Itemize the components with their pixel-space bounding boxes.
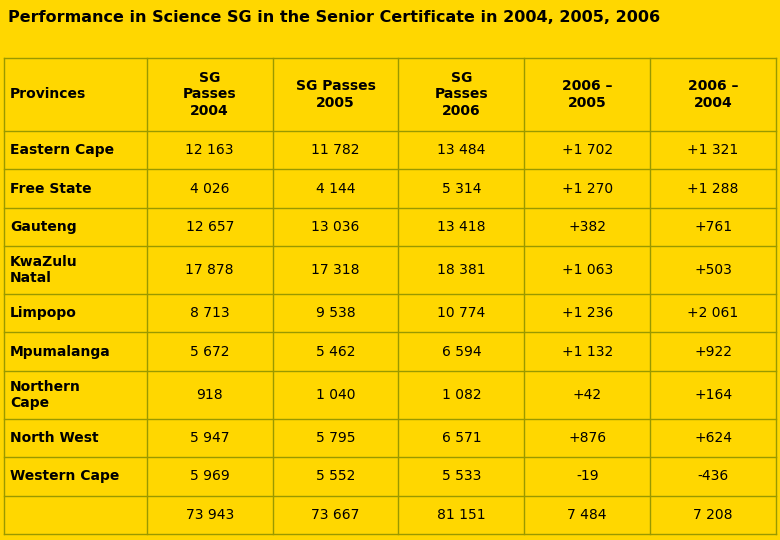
Text: Limpopo: Limpopo [10, 306, 77, 320]
Text: 1 040: 1 040 [316, 388, 356, 402]
Text: 17 318: 17 318 [311, 263, 360, 277]
Text: 5 969: 5 969 [190, 469, 229, 483]
Text: 9 538: 9 538 [316, 306, 356, 320]
Text: 8 713: 8 713 [190, 306, 229, 320]
Text: 73 667: 73 667 [311, 508, 360, 522]
Text: 73 943: 73 943 [186, 508, 234, 522]
Text: +1 063: +1 063 [562, 263, 613, 277]
Text: +503: +503 [694, 263, 732, 277]
Text: 2006 –
2004: 2006 – 2004 [688, 79, 739, 110]
Text: +922: +922 [694, 345, 732, 359]
Text: 5 947: 5 947 [190, 431, 229, 445]
Text: +42: +42 [573, 388, 602, 402]
Text: +761: +761 [694, 220, 732, 234]
Text: 11 782: 11 782 [311, 143, 360, 157]
Text: SG
Passes
2006: SG Passes 2006 [434, 71, 488, 118]
Text: 13 484: 13 484 [438, 143, 486, 157]
Text: Northern
Cape: Northern Cape [10, 380, 81, 410]
Text: 13 418: 13 418 [437, 220, 486, 234]
Text: +1 288: +1 288 [687, 181, 739, 195]
Text: 7 208: 7 208 [693, 508, 733, 522]
Text: 918: 918 [197, 388, 223, 402]
Text: SG
Passes
2004: SG Passes 2004 [183, 71, 236, 118]
Text: 1 082: 1 082 [441, 388, 481, 402]
Text: 12 163: 12 163 [186, 143, 234, 157]
Text: 7 484: 7 484 [568, 508, 607, 522]
Text: Mpumalanga: Mpumalanga [10, 345, 111, 359]
Text: Western Cape: Western Cape [10, 469, 119, 483]
Text: 5 552: 5 552 [316, 469, 355, 483]
Text: +164: +164 [694, 388, 732, 402]
Text: 5 533: 5 533 [441, 469, 481, 483]
Text: -19: -19 [576, 469, 598, 483]
Text: Free State: Free State [10, 181, 92, 195]
Text: +1 702: +1 702 [562, 143, 613, 157]
Text: 6 594: 6 594 [441, 345, 481, 359]
Text: 17 878: 17 878 [186, 263, 234, 277]
Text: Gauteng: Gauteng [10, 220, 77, 234]
Text: SG Passes
2005: SG Passes 2005 [296, 79, 375, 110]
Text: +382: +382 [569, 220, 606, 234]
Text: +1 236: +1 236 [562, 306, 613, 320]
Text: 12 657: 12 657 [186, 220, 234, 234]
Text: +1 270: +1 270 [562, 181, 613, 195]
Text: -436: -436 [697, 469, 729, 483]
Text: 18 381: 18 381 [437, 263, 486, 277]
Text: North West: North West [10, 431, 99, 445]
Text: +1 132: +1 132 [562, 345, 613, 359]
Text: 5 672: 5 672 [190, 345, 229, 359]
Text: 13 036: 13 036 [311, 220, 360, 234]
Text: +876: +876 [568, 431, 606, 445]
Text: 5 462: 5 462 [316, 345, 356, 359]
Text: 81 151: 81 151 [437, 508, 486, 522]
Text: Performance in Science SG in the Senior Certificate in 2004, 2005, 2006: Performance in Science SG in the Senior … [8, 10, 660, 25]
Text: 5 314: 5 314 [441, 181, 481, 195]
Text: 5 795: 5 795 [316, 431, 356, 445]
Text: 6 571: 6 571 [441, 431, 481, 445]
Text: +2 061: +2 061 [687, 306, 739, 320]
Text: 4 026: 4 026 [190, 181, 229, 195]
Text: 4 144: 4 144 [316, 181, 356, 195]
Text: 2006 –
2005: 2006 – 2005 [562, 79, 612, 110]
Text: 10 774: 10 774 [438, 306, 485, 320]
Text: KwaZulu
Natal: KwaZulu Natal [10, 255, 78, 285]
Text: Provinces: Provinces [10, 87, 87, 102]
Text: Eastern Cape: Eastern Cape [10, 143, 115, 157]
Text: +1 321: +1 321 [687, 143, 739, 157]
Text: +624: +624 [694, 431, 732, 445]
